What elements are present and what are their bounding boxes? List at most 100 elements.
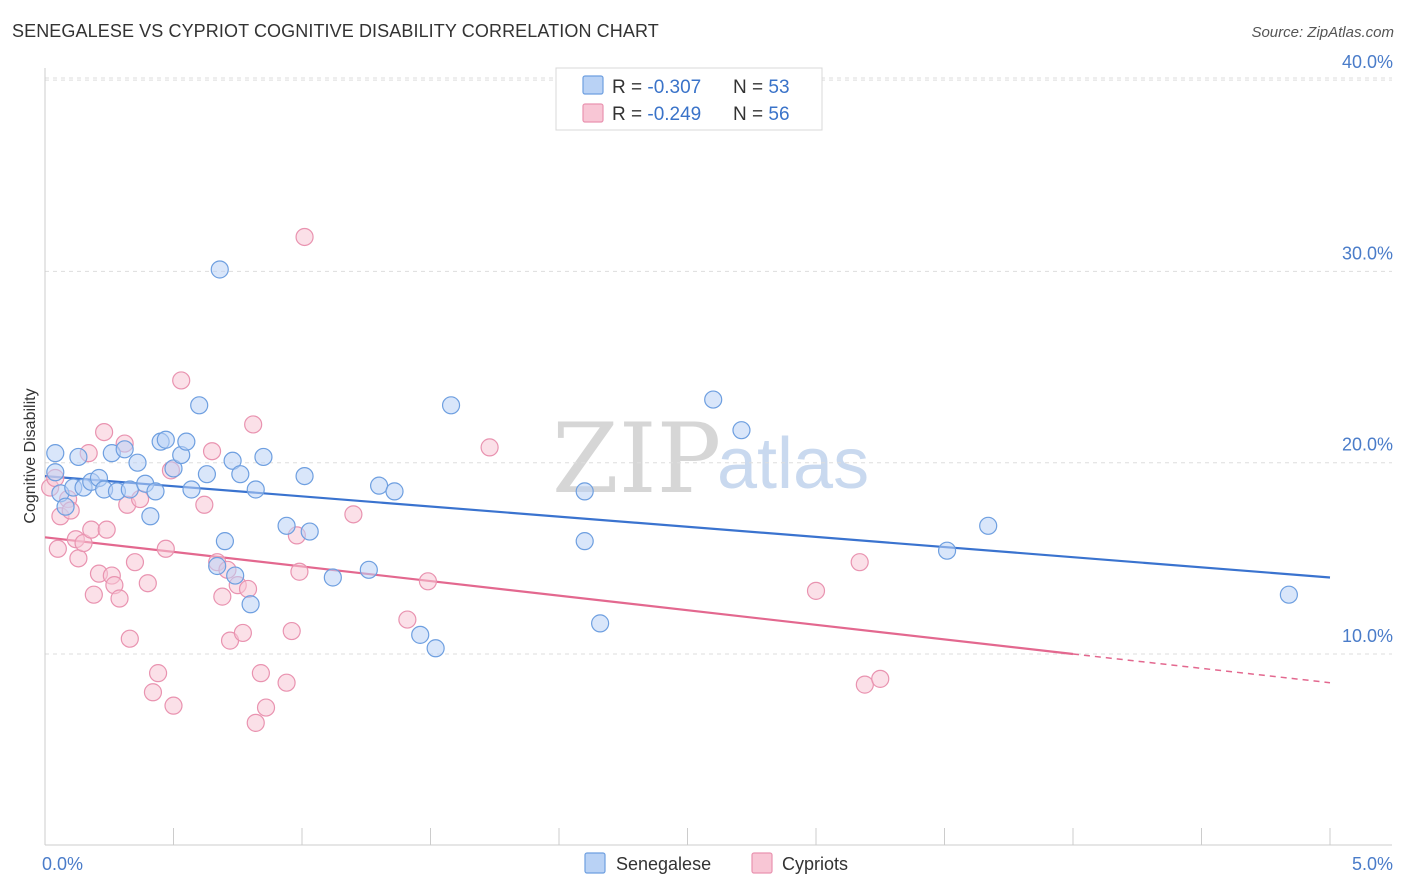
senegalese-point	[46, 444, 65, 463]
cypriot-point	[172, 371, 191, 390]
chart-title: SENEGALESE VS CYPRIOT COGNITIVE DISABILI…	[12, 21, 659, 41]
senegalese-point	[300, 522, 319, 541]
cypriot-point	[282, 621, 301, 641]
y-tick-label: 10.0%	[1342, 626, 1393, 646]
senegalese-point	[223, 451, 242, 470]
series-legend-swatch-cypriots	[751, 852, 773, 874]
cypriot-point	[418, 572, 438, 591]
cypriot-point	[143, 683, 163, 702]
y-tick-label: 20.0%	[1342, 435, 1393, 455]
cypriot-point	[48, 539, 67, 558]
senegalese-point	[115, 440, 134, 459]
cypriot-point	[806, 581, 826, 600]
cypriot-point	[344, 505, 363, 524]
cypriot-trend-extension	[1072, 653, 1331, 684]
cypriot-point	[238, 579, 258, 599]
senegalese-point	[370, 476, 389, 495]
senegalese-point	[575, 532, 594, 551]
cypriot-point	[110, 589, 129, 608]
senegalese-point	[411, 625, 430, 644]
senegalese-point	[210, 260, 229, 279]
senegalese-point	[246, 480, 265, 499]
senegalese-point	[241, 595, 260, 614]
senegalese-point	[591, 614, 610, 633]
cypriot-point	[855, 675, 874, 694]
cypriot-point	[120, 629, 139, 648]
cypriot-point	[251, 664, 270, 683]
cypriot-point	[244, 415, 263, 434]
cypriot-point	[295, 227, 314, 247]
cypriot-point	[256, 698, 276, 717]
cypriot-point	[74, 533, 93, 553]
legend-n-senegalese: N = 53	[733, 77, 790, 98]
senegalese-point	[46, 463, 65, 482]
cypriot-point	[277, 673, 296, 692]
cypriot-point	[97, 520, 116, 539]
cypriot-point	[195, 495, 214, 514]
gridlines	[45, 77, 1392, 655]
series-legend-swatch-senegalese	[584, 852, 606, 874]
cypriot-point	[398, 610, 417, 629]
senegalese-point	[197, 465, 217, 484]
senegalese-point	[208, 556, 227, 576]
legend-row-cypriots: R = -0.249	[612, 104, 701, 125]
senegalese-point	[177, 432, 196, 451]
x-tick-label-min: 0.0%	[42, 854, 83, 874]
cypriot-point	[84, 585, 103, 604]
series-legend-cypriots: Cypriots	[782, 854, 848, 874]
senegalese-point	[226, 566, 245, 585]
cypriot-point	[290, 562, 309, 581]
cypriot-point	[233, 623, 252, 643]
senegalese-point	[704, 390, 723, 409]
cypriot-point	[480, 438, 499, 457]
stats-legend: R = -0.307 N = 53 R = -0.249 N = 56	[555, 67, 823, 131]
y-axis-title: Cognitive Disability	[22, 388, 39, 523]
cypriot-point	[125, 553, 145, 572]
y-tick-labels: 10.0% 20.0% 30.0% 40.0%	[1342, 52, 1393, 646]
series-legend: Senegalese Cypriots	[584, 852, 848, 874]
cypriot-trend-line	[44, 536, 1074, 656]
data-points	[41, 227, 1298, 732]
watermark-zip: ZIP	[552, 403, 721, 515]
source-label: Source: ZipAtlas.com	[1251, 24, 1394, 41]
senegalese-point	[277, 516, 296, 535]
cypriot-point	[164, 696, 183, 715]
cypriot-point	[82, 520, 101, 539]
senegalese-point	[56, 497, 75, 516]
senegalese-point	[937, 541, 957, 560]
cypriot-point	[69, 549, 88, 568]
y-tick-label: 40.0%	[1342, 52, 1393, 72]
senegalese-point	[385, 482, 404, 501]
senegalese-point	[732, 421, 751, 440]
cypriot-point	[871, 669, 890, 688]
senegalese-point	[69, 447, 88, 467]
senegalese-point	[254, 447, 273, 467]
legend-swatch-cypriots	[582, 103, 604, 123]
senegalese-point	[141, 507, 160, 526]
series-legend-senegalese: Senegalese	[616, 854, 711, 874]
senegalese-point	[359, 560, 378, 579]
senegalese-point	[146, 482, 165, 501]
senegalese-point	[128, 453, 147, 472]
legend-n-cypriots: N = 56	[733, 104, 790, 125]
cypriot-point	[850, 553, 869, 572]
cypriot-point	[202, 442, 222, 461]
senegalese-point	[1279, 585, 1298, 604]
y-tick-label: 30.0%	[1342, 243, 1393, 263]
legend-swatch-senegalese	[582, 75, 604, 95]
cypriot-point	[213, 587, 232, 606]
senegalese-point	[231, 465, 250, 484]
senegalese-point	[979, 516, 998, 535]
senegalese-point	[441, 396, 461, 415]
senegalese-point	[156, 430, 175, 449]
senegalese-point	[215, 532, 234, 551]
senegalese-point	[575, 482, 594, 501]
axes	[44, 68, 1392, 846]
senegalese-point	[182, 480, 201, 499]
cypriot-point	[138, 574, 157, 593]
senegalese-point	[120, 480, 139, 499]
legend-row-senegalese: R = -0.307	[612, 77, 701, 98]
cypriot-point	[148, 664, 168, 683]
cypriot-point	[95, 422, 114, 442]
